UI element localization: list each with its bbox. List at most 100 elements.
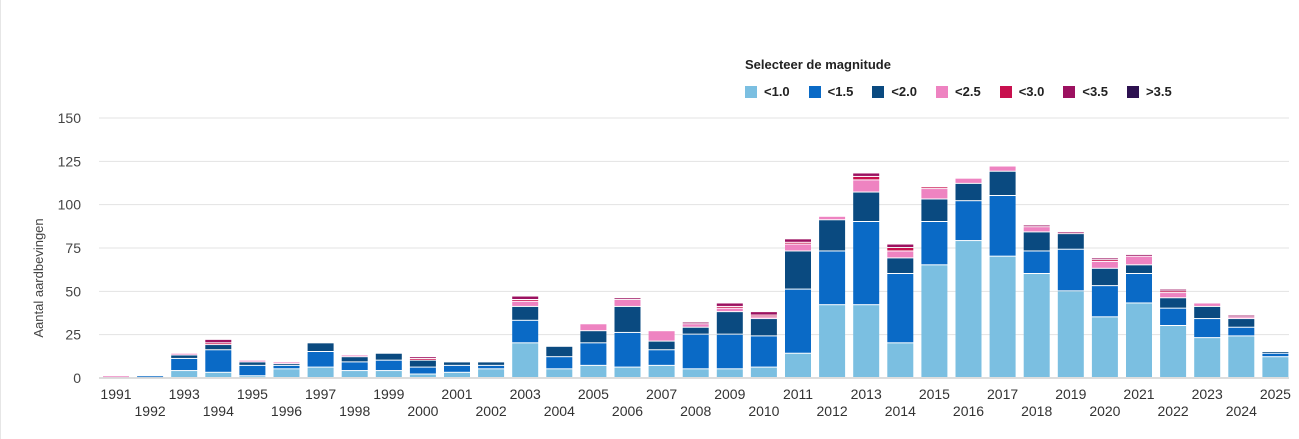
bar-segment[interactable] bbox=[580, 343, 607, 365]
bar-segment[interactable] bbox=[444, 362, 470, 365]
bar-segment[interactable] bbox=[580, 331, 607, 343]
bar-segment[interactable] bbox=[819, 251, 846, 305]
bar-segment[interactable] bbox=[205, 372, 232, 377]
bar-segment[interactable] bbox=[478, 362, 505, 365]
bar-segment[interactable] bbox=[614, 332, 641, 367]
bar-segment[interactable] bbox=[853, 222, 880, 305]
bar-segment[interactable] bbox=[1023, 251, 1050, 273]
bar-segment[interactable] bbox=[444, 372, 470, 377]
bar-segment[interactable] bbox=[1126, 303, 1152, 377]
bar-segment[interactable] bbox=[1194, 338, 1221, 377]
bar-segment[interactable] bbox=[682, 322, 709, 324]
bar-segment[interactable] bbox=[409, 358, 436, 360]
bar-segment[interactable] bbox=[1126, 265, 1152, 273]
bar-segment[interactable] bbox=[887, 251, 914, 258]
bar-segment[interactable] bbox=[614, 298, 641, 300]
bar-segment[interactable] bbox=[512, 300, 539, 301]
bar-segment[interactable] bbox=[785, 289, 811, 353]
bar-segment[interactable] bbox=[512, 296, 539, 299]
bar-segment[interactable] bbox=[375, 353, 402, 360]
legend-item[interactable]: <2.0 bbox=[872, 84, 917, 99]
bar-segment[interactable] bbox=[409, 367, 436, 374]
bar-segment[interactable] bbox=[205, 350, 232, 372]
bar-segment[interactable] bbox=[887, 258, 914, 273]
bar-segment[interactable] bbox=[341, 371, 368, 377]
bar-segment[interactable] bbox=[546, 357, 573, 369]
bar-segment[interactable] bbox=[239, 360, 266, 362]
bar-segment[interactable] bbox=[955, 241, 982, 377]
bar-segment[interactable] bbox=[1194, 306, 1221, 319]
bar-segment[interactable] bbox=[682, 327, 709, 334]
bar-segment[interactable] bbox=[580, 324, 607, 331]
bar-segment[interactable] bbox=[1091, 260, 1118, 261]
bar-segment[interactable] bbox=[750, 312, 777, 315]
bar-segment[interactable] bbox=[716, 369, 743, 377]
bar-segment[interactable] bbox=[375, 360, 402, 371]
bar-segment[interactable] bbox=[512, 306, 539, 320]
bar-segment[interactable] bbox=[1023, 274, 1050, 377]
bar-segment[interactable] bbox=[819, 220, 846, 251]
bar-segment[interactable] bbox=[1057, 249, 1084, 291]
bar-segment[interactable] bbox=[921, 222, 948, 265]
bar-segment[interactable] bbox=[1262, 353, 1289, 357]
bar-segment[interactable] bbox=[273, 369, 300, 377]
legend-item[interactable]: <3.5 bbox=[1063, 84, 1108, 99]
bar-segment[interactable] bbox=[171, 358, 198, 371]
bar-segment[interactable] bbox=[409, 357, 436, 358]
bar-segment[interactable] bbox=[1091, 268, 1118, 286]
bar-segment[interactable] bbox=[512, 320, 539, 343]
bar-segment[interactable] bbox=[648, 365, 675, 377]
bar-segment[interactable] bbox=[1228, 327, 1255, 336]
bar-segment[interactable] bbox=[853, 173, 880, 176]
bar-segment[interactable] bbox=[171, 353, 198, 355]
bar-segment[interactable] bbox=[682, 324, 709, 327]
bar-segment[interactable] bbox=[716, 306, 743, 308]
bar-segment[interactable] bbox=[1091, 286, 1118, 317]
bar-segment[interactable] bbox=[1057, 234, 1084, 249]
legend-item[interactable]: <2.5 bbox=[936, 84, 981, 99]
bar-segment[interactable] bbox=[955, 183, 982, 201]
bar-segment[interactable] bbox=[716, 334, 743, 369]
bar-segment[interactable] bbox=[648, 350, 675, 365]
bar-segment[interactable] bbox=[785, 242, 811, 244]
bar-segment[interactable] bbox=[785, 239, 811, 242]
bar-segment[interactable] bbox=[205, 343, 232, 345]
bar-segment[interactable] bbox=[1160, 291, 1187, 293]
bar-segment[interactable] bbox=[887, 248, 914, 251]
bar-segment[interactable] bbox=[1228, 319, 1255, 327]
bar-segment[interactable] bbox=[750, 336, 777, 367]
bar-segment[interactable] bbox=[171, 355, 198, 358]
bar-segment[interactable] bbox=[171, 371, 198, 377]
bar-segment[interactable] bbox=[648, 331, 675, 341]
bar-segment[interactable] bbox=[955, 201, 982, 241]
bar-segment[interactable] bbox=[614, 300, 641, 306]
bar-segment[interactable] bbox=[1194, 319, 1221, 338]
bar-segment[interactable] bbox=[750, 315, 777, 317]
bar-segment[interactable] bbox=[785, 244, 811, 251]
bar-segment[interactable] bbox=[716, 303, 743, 306]
bar-segment[interactable] bbox=[1228, 317, 1255, 319]
bar-segment[interactable] bbox=[785, 353, 811, 377]
bar-segment[interactable] bbox=[341, 355, 368, 357]
bar-segment[interactable] bbox=[1057, 232, 1084, 234]
bar-segment[interactable] bbox=[103, 376, 129, 378]
bar-segment[interactable] bbox=[273, 365, 300, 369]
bar-segment[interactable] bbox=[239, 376, 266, 378]
bar-segment[interactable] bbox=[1057, 291, 1084, 377]
bar-segment[interactable] bbox=[1023, 227, 1050, 232]
bar-segment[interactable] bbox=[205, 339, 232, 343]
bar-segment[interactable] bbox=[716, 312, 743, 334]
bar-segment[interactable] bbox=[921, 187, 948, 189]
bar-segment[interactable] bbox=[648, 341, 675, 350]
bar-segment[interactable] bbox=[682, 369, 709, 377]
bar-segment[interactable] bbox=[1262, 357, 1289, 377]
bar-segment[interactable] bbox=[307, 367, 334, 377]
bar-segment[interactable] bbox=[819, 216, 846, 220]
legend-item[interactable]: <1.0 bbox=[745, 84, 790, 99]
bar-segment[interactable] bbox=[580, 365, 607, 377]
bar-segment[interactable] bbox=[1160, 326, 1187, 377]
bar-segment[interactable] bbox=[341, 357, 368, 362]
bar-segment[interactable] bbox=[1160, 289, 1187, 291]
bar-segment[interactable] bbox=[750, 367, 777, 377]
bar-segment[interactable] bbox=[1228, 315, 1255, 317]
